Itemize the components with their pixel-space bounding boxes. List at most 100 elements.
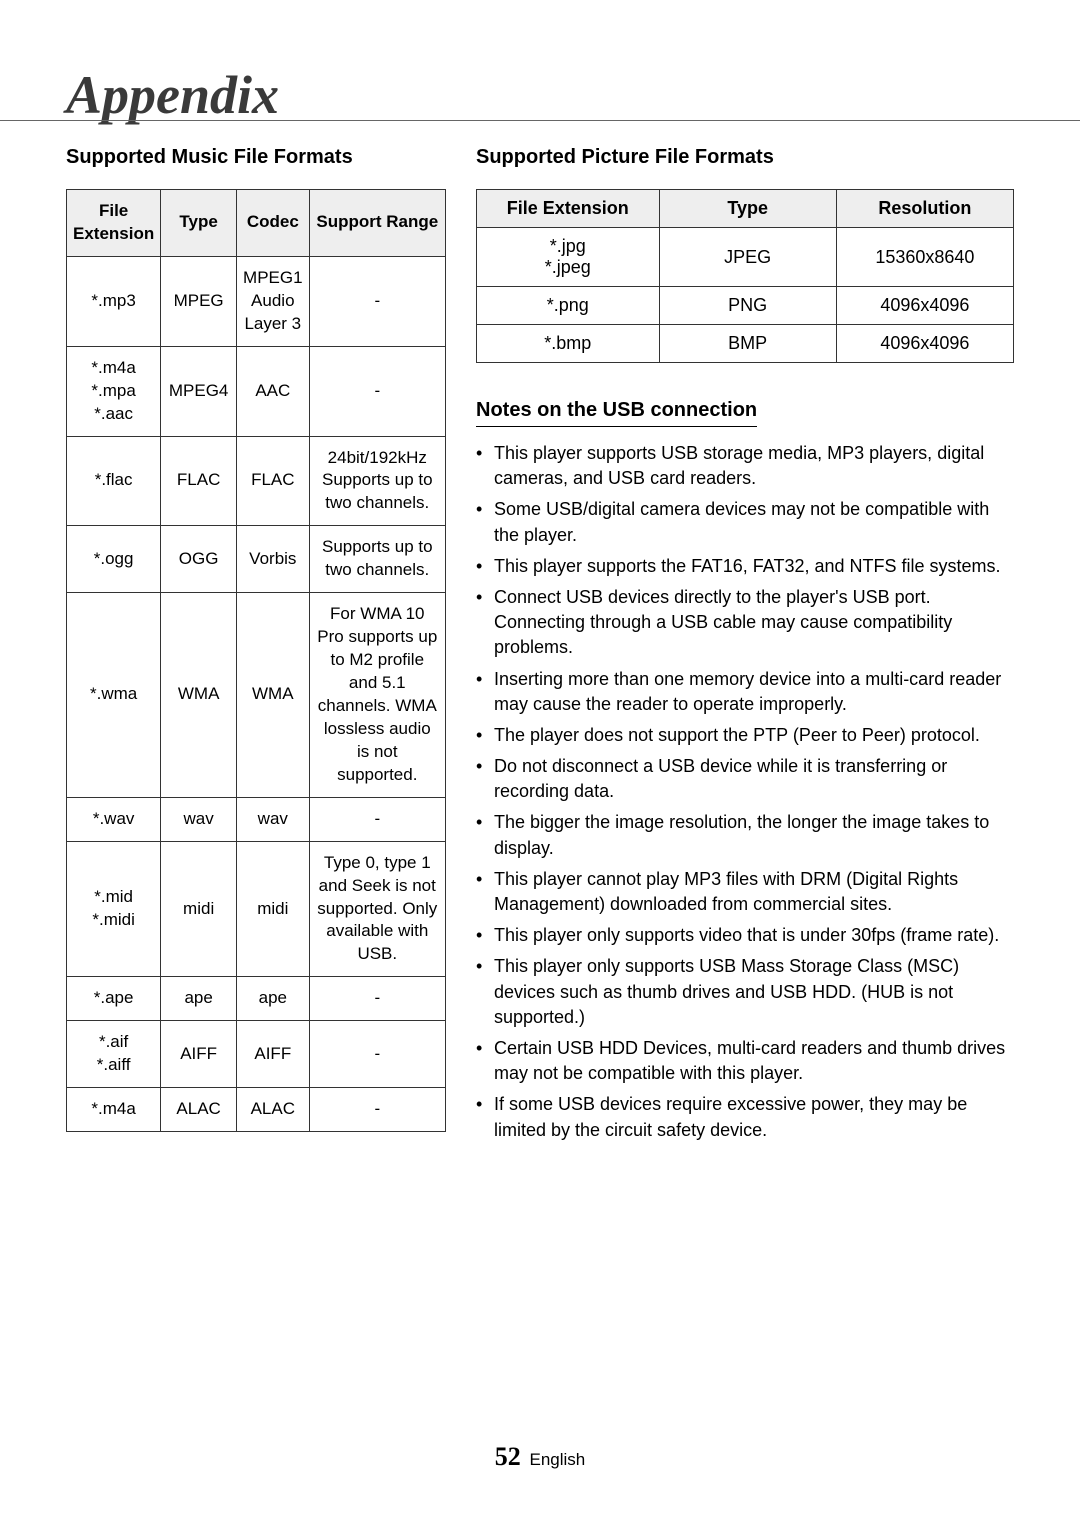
table-header-row: File Extension Type Resolution (477, 190, 1014, 228)
table-cell: FLAC (161, 436, 237, 526)
table-cell: Supports up to two channels. (309, 526, 445, 593)
usb-notes-list: This player supports USB storage media, … (476, 441, 1014, 1143)
horizontal-rule (0, 120, 1080, 121)
page-number: 52 (495, 1442, 521, 1471)
table-cell: 15360x8640 (836, 228, 1013, 287)
col-resolution: Resolution (836, 190, 1013, 228)
table-row: *.aif *.aiffAIFFAIFF- (67, 1021, 446, 1088)
table-cell: BMP (659, 325, 836, 363)
table-cell: PNG (659, 287, 836, 325)
list-item: The bigger the image resolution, the lon… (476, 810, 1014, 860)
col-type: Type (659, 190, 836, 228)
table-row: *.wmaWMAWMAFor WMA 10 Pro supports up to… (67, 593, 446, 798)
table-cell: MPEG4 (161, 346, 237, 436)
table-cell: *.png (477, 287, 660, 325)
table-cell: ape (161, 977, 237, 1021)
usb-notes-heading: Notes on the USB connection (476, 399, 757, 427)
table-cell: Type 0, type 1 and Seek is not supported… (309, 841, 445, 977)
table-cell: ALAC (161, 1088, 237, 1132)
table-cell: *.mp3 (67, 256, 161, 346)
list-item: Certain USB HDD Devices, multi-card read… (476, 1036, 1014, 1086)
table-cell: *.flac (67, 436, 161, 526)
list-item: This player supports the FAT16, FAT32, a… (476, 554, 1014, 579)
table-cell: - (309, 1088, 445, 1132)
table-cell: ALAC (237, 1088, 310, 1132)
table-cell: wav (237, 797, 310, 841)
list-item: If some USB devices require excessive po… (476, 1092, 1014, 1142)
table-cell: *.mid *.midi (67, 841, 161, 977)
table-header-row: File Extension Type Codec Support Range (67, 190, 446, 257)
table-cell: Vorbis (237, 526, 310, 593)
table-cell: 4096x4096 (836, 325, 1013, 363)
table-row: *.apeapeape- (67, 977, 446, 1021)
table-cell: WMA (161, 593, 237, 798)
table-cell: *.aif *.aiff (67, 1021, 161, 1088)
table-row: *.jpg *.jpegJPEG15360x8640 (477, 228, 1014, 287)
table-row: *.m4aALACALAC- (67, 1088, 446, 1132)
page-language: English (529, 1450, 585, 1469)
table-cell: - (309, 1021, 445, 1088)
col-type: Type (161, 190, 237, 257)
table-cell: - (309, 797, 445, 841)
table-cell: For WMA 10 Pro supports up to M2 profile… (309, 593, 445, 798)
table-cell: - (309, 346, 445, 436)
picture-table-body: *.jpg *.jpegJPEG15360x8640*.pngPNG4096x4… (477, 228, 1014, 363)
picture-formats-table: File Extension Type Resolution *.jpg *.j… (476, 189, 1014, 363)
left-column: Supported Music File Formats File Extens… (66, 146, 446, 1162)
table-cell: *.ogg (67, 526, 161, 593)
table-cell: midi (161, 841, 237, 977)
table-cell: AIFF (237, 1021, 310, 1088)
music-table-body: *.mp3MPEGMPEG1 Audio Layer 3-*.m4a *.mpa… (67, 256, 446, 1131)
table-row: *.pngPNG4096x4096 (477, 287, 1014, 325)
page-footer: 52 English (0, 1442, 1080, 1472)
table-cell: JPEG (659, 228, 836, 287)
table-cell: - (309, 256, 445, 346)
table-cell: OGG (161, 526, 237, 593)
table-cell: - (309, 977, 445, 1021)
table-cell: *.jpg *.jpeg (477, 228, 660, 287)
table-row: *.flacFLACFLAC24bit/192kHz Supports up t… (67, 436, 446, 526)
picture-heading: Supported Picture File Formats (476, 146, 1014, 169)
table-cell: midi (237, 841, 310, 977)
table-row: *.m4a *.mpa *.aacMPEG4AAC- (67, 346, 446, 436)
table-row: *.oggOGGVorbisSupports up to two channel… (67, 526, 446, 593)
table-cell: *.m4a (67, 1088, 161, 1132)
table-cell: FLAC (237, 436, 310, 526)
page-title: Appendix (66, 64, 279, 126)
table-row: *.wavwavwav- (67, 797, 446, 841)
table-cell: wav (161, 797, 237, 841)
right-column: Supported Picture File Formats File Exte… (476, 146, 1014, 1162)
music-formats-table: File Extension Type Codec Support Range … (66, 189, 446, 1132)
col-support-range: Support Range (309, 190, 445, 257)
table-cell: *.wav (67, 797, 161, 841)
list-item: Connect USB devices directly to the play… (476, 585, 1014, 661)
table-cell: 24bit/192kHz Supports up to two channels… (309, 436, 445, 526)
list-item: The player does not support the PTP (Pee… (476, 723, 1014, 748)
list-item: This player cannot play MP3 files with D… (476, 867, 1014, 917)
col-codec: Codec (237, 190, 310, 257)
table-cell: AIFF (161, 1021, 237, 1088)
table-cell: *.m4a *.mpa *.aac (67, 346, 161, 436)
table-cell: AAC (237, 346, 310, 436)
table-cell: MPEG (161, 256, 237, 346)
table-cell: *.bmp (477, 325, 660, 363)
col-file-extension: File Extension (67, 190, 161, 257)
table-cell: MPEG1 Audio Layer 3 (237, 256, 310, 346)
list-item: Inserting more than one memory device in… (476, 667, 1014, 717)
table-cell: ape (237, 977, 310, 1021)
col-file-extension: File Extension (477, 190, 660, 228)
table-row: *.bmpBMP4096x4096 (477, 325, 1014, 363)
list-item: Do not disconnect a USB device while it … (476, 754, 1014, 804)
table-row: *.mid *.midimidimidiType 0, type 1 and S… (67, 841, 446, 977)
table-cell: 4096x4096 (836, 287, 1013, 325)
list-item: This player only supports video that is … (476, 923, 1014, 948)
list-item: This player supports USB storage media, … (476, 441, 1014, 491)
list-item: This player only supports USB Mass Stora… (476, 954, 1014, 1030)
content-columns: Supported Music File Formats File Extens… (66, 146, 1014, 1162)
table-row: *.mp3MPEGMPEG1 Audio Layer 3- (67, 256, 446, 346)
table-cell: *.ape (67, 977, 161, 1021)
music-heading: Supported Music File Formats (66, 146, 446, 169)
list-item: Some USB/digital camera devices may not … (476, 497, 1014, 547)
table-cell: WMA (237, 593, 310, 798)
table-cell: *.wma (67, 593, 161, 798)
